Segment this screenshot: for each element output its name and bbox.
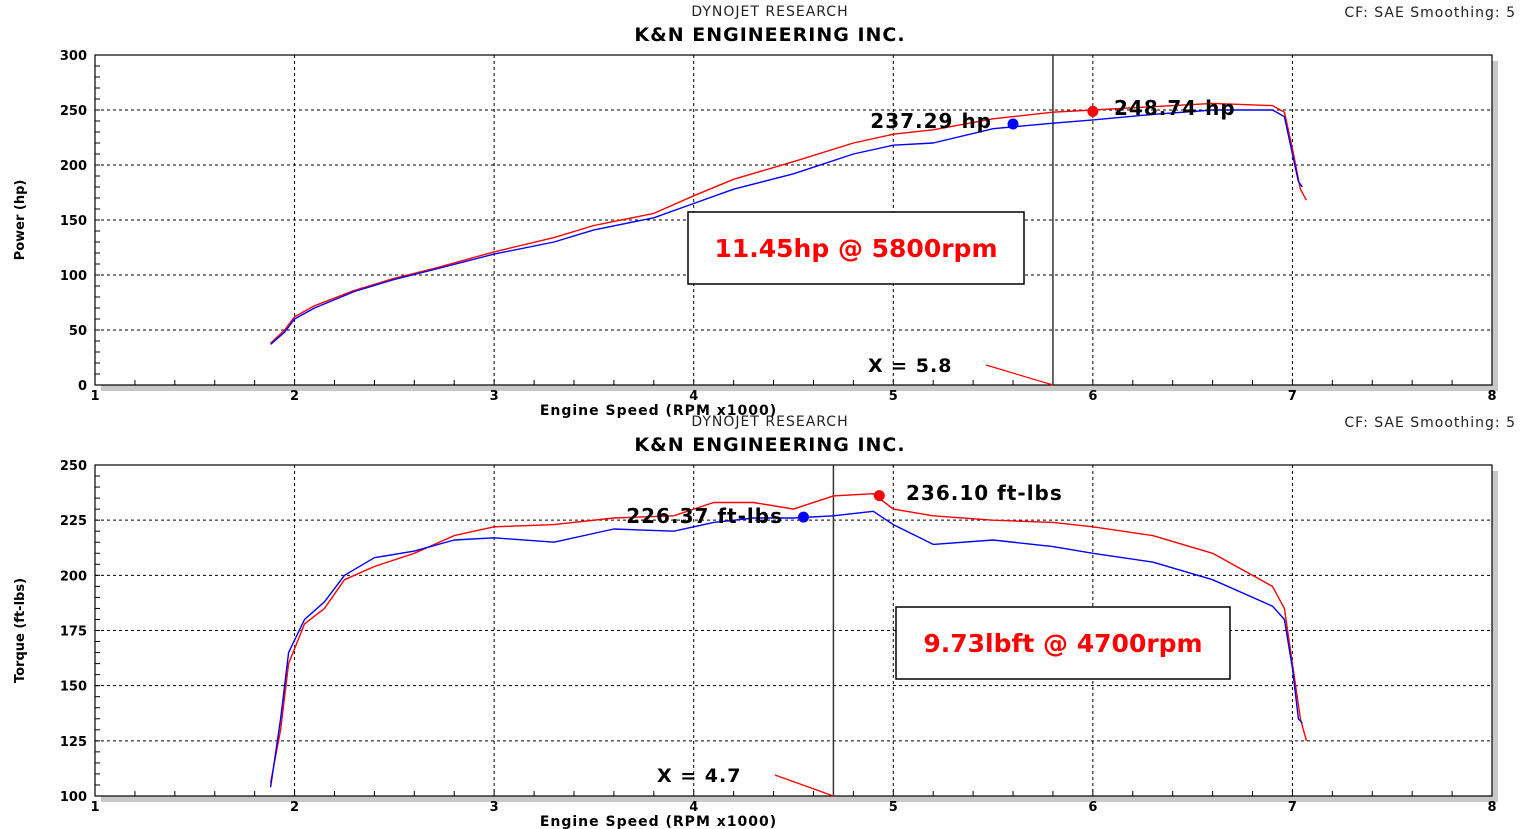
chart-header: DYNOJET RESEARCH [691,414,848,430]
x-tick-label: 1 [90,800,99,815]
x-tick-label: 8 [1487,800,1496,815]
y-tick-label: 175 [60,625,87,640]
peak-marker [1007,118,1019,130]
x-tick-label: 3 [490,389,499,404]
series-line-blue [270,109,1303,345]
annotation-box [687,211,1025,285]
x-tick-label: 1 [90,389,99,404]
cursor-leader [774,774,834,797]
y-tick-label: 250 [60,104,87,119]
peak-label: 248.74 hp [1114,96,1236,120]
chart-header: DYNOJET RESEARCH [691,4,848,20]
y-tick-label: 100 [60,269,87,284]
y-tick-label: 300 [60,49,87,64]
x-axis-label: Engine Speed (RPM x1000) [540,403,777,419]
cursor-label: X = 4.7 [657,765,741,787]
series-line-blue [269,510,1303,788]
peak-label: 236.10 ft-lbs [906,481,1063,505]
x-tick-label: 3 [490,800,499,815]
x-tick-label: 6 [1088,800,1097,815]
annotation-box [895,606,1231,680]
peak-label: 226.37 ft-lbs [626,504,783,528]
x-tick-label: 5 [889,389,898,404]
y-tick-label: 125 [60,735,87,750]
x-tick-label: 7 [1288,800,1297,815]
y-tick-label: 150 [60,680,87,695]
x-tick-label: 7 [1288,389,1297,404]
cursor-label: X = 5.8 [868,355,952,377]
x-tick-label: 2 [290,389,299,404]
y-tick-label: 200 [60,159,87,174]
y-tick-label: 50 [69,324,87,339]
peak-marker [797,511,809,523]
peak-marker [873,490,885,502]
y-tick-label: 250 [60,459,87,474]
cursor-leader [985,364,1054,386]
chart-title: K&N ENGINEERING INC. [634,24,905,46]
y-tick-label: 225 [60,514,87,529]
x-tick-label: 2 [290,800,299,815]
chart-settings: CF: SAE Smoothing: 5 [1344,415,1516,431]
peak-marker [1087,105,1099,117]
peak-label: 237.29 hp [870,109,992,133]
annotation-text: 9.73lbft @ 4700rpm [923,629,1202,658]
x-tick-label: 5 [889,800,898,815]
series-line-red [269,493,1308,783]
y-tick-label: 100 [60,790,87,805]
chart-title: K&N ENGINEERING INC. [634,434,905,456]
y-axis-label: Torque (ft-lbs) [13,578,28,683]
x-tick-label: 4 [689,389,698,404]
y-tick-label: 200 [60,569,87,584]
chart-settings: CF: SAE Smoothing: 5 [1344,5,1516,21]
x-tick-label: 4 [689,800,698,815]
x-tick-label: 8 [1487,389,1496,404]
x-axis-label: Engine Speed (RPM x1000) [540,814,777,829]
y-axis-label: Power (hp) [13,180,28,261]
y-tick-label: 0 [78,379,87,394]
y-tick-label: 150 [60,214,87,229]
series-line-red [270,102,1308,344]
annotation-text: 11.45hp @ 5800rpm [714,234,997,263]
x-tick-label: 6 [1088,389,1097,404]
